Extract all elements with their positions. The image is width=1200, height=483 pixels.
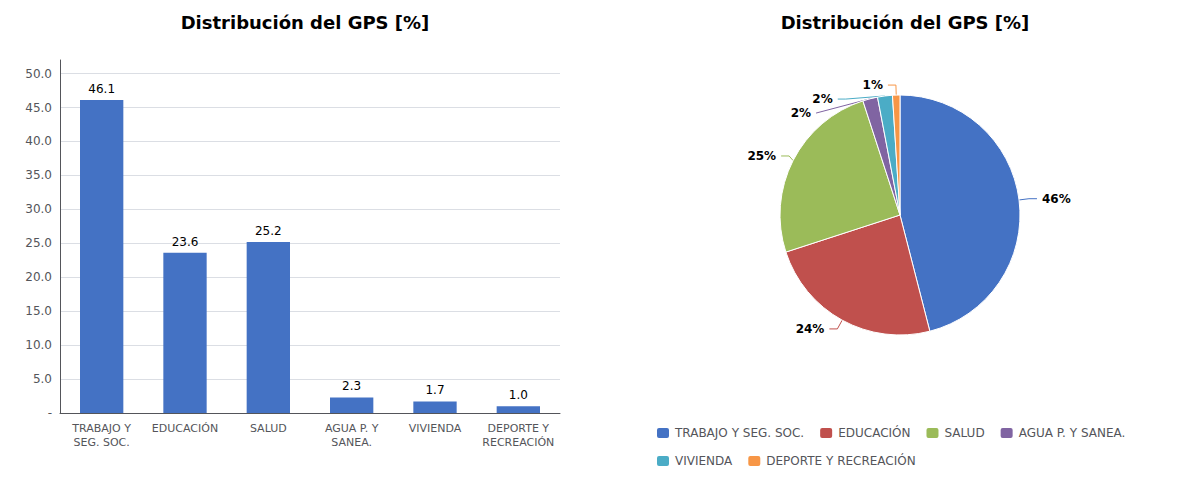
svg-text:24%: 24% [796,322,825,336]
svg-text:25%: 25% [747,149,776,163]
svg-text:46%: 46% [1042,192,1071,206]
svg-text:DEPORTE Y RECREACIÓN: DEPORTE Y RECREACIÓN [766,453,915,468]
svg-text:TRABAJO Y: TRABAJO Y [71,422,131,435]
svg-text:1.0: 1.0 [509,388,528,402]
svg-text:50.0: 50.0 [25,67,52,81]
svg-text:2%: 2% [791,106,811,120]
svg-text:-: - [48,406,52,420]
svg-text:AGUA P. Y: AGUA P. Y [325,422,379,435]
svg-text:46.1: 46.1 [88,82,115,96]
svg-text:RECREACIÓN: RECREACIÓN [482,436,554,449]
svg-text:SANEA.: SANEA. [331,436,372,449]
svg-text:EDUCACIÓN: EDUCACIÓN [152,422,218,435]
svg-text:Distribución del GPS [%]: Distribución del GPS [%] [181,12,430,33]
svg-text:AGUA P. Y SANEA.: AGUA P. Y SANEA. [1019,426,1126,440]
svg-text:DEPORTE Y: DEPORTE Y [488,422,550,435]
svg-text:25.0: 25.0 [25,236,52,250]
svg-text:VIVIENDA: VIVIENDA [675,454,733,468]
svg-text:SALUD: SALUD [944,426,984,440]
svg-text:1.7: 1.7 [425,383,444,397]
svg-text:45.0: 45.0 [25,101,52,115]
svg-text:10.0: 10.0 [25,338,52,352]
svg-text:40.0: 40.0 [25,134,52,148]
svg-text:1%: 1% [863,78,883,92]
svg-text:2%: 2% [812,92,832,106]
svg-text:SEG. SOC.: SEG. SOC. [74,436,130,449]
svg-text:SALUD: SALUD [250,422,287,435]
svg-text:15.0: 15.0 [25,304,52,318]
svg-text:VIVIENDA: VIVIENDA [409,422,462,435]
svg-text:25.2: 25.2 [255,224,282,238]
svg-text:30.0: 30.0 [25,202,52,216]
svg-text:Distribución del GPS [%]: Distribución del GPS [%] [781,12,1030,33]
svg-text:EDUCACIÓN: EDUCACIÓN [838,425,910,440]
svg-text:2.3: 2.3 [342,379,361,393]
svg-text:5.0: 5.0 [33,372,52,386]
svg-text:20.0: 20.0 [25,270,52,284]
svg-text:TRABAJO Y SEG. SOC.: TRABAJO Y SEG. SOC. [674,426,804,440]
svg-text:23.6: 23.6 [172,235,199,249]
svg-text:35.0: 35.0 [25,168,52,182]
